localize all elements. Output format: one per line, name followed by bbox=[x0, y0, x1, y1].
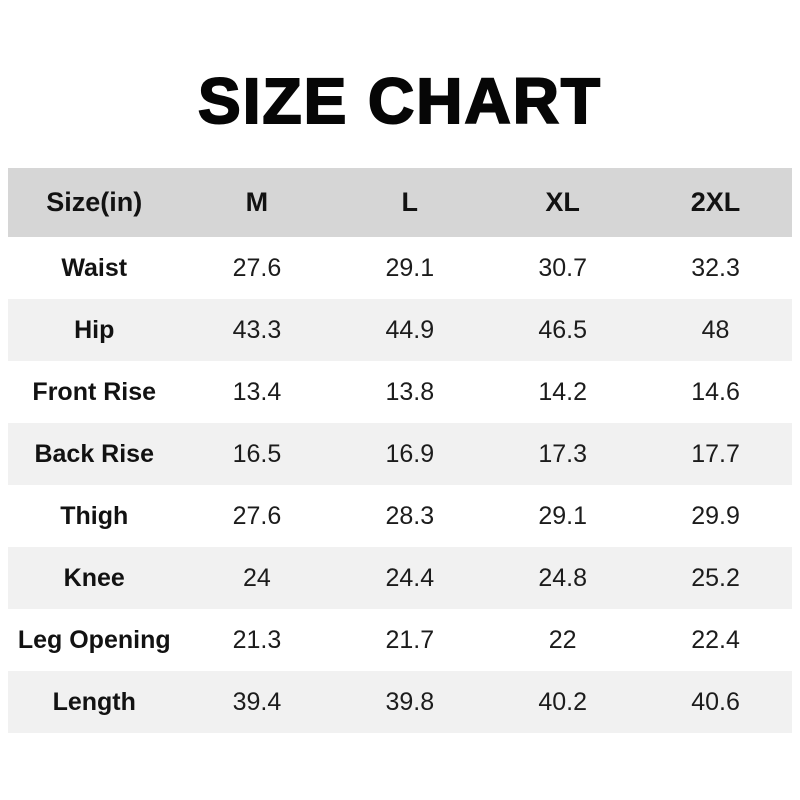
cell-value: 44.9 bbox=[385, 315, 435, 344]
cell-value: 25.2 bbox=[691, 563, 740, 592]
row-label: Front Rise bbox=[32, 377, 157, 406]
header-row: Size(in) M L XL 2XL bbox=[8, 168, 792, 238]
cell-value: 43.3 bbox=[232, 315, 282, 344]
page-title: SIZE CHART bbox=[197, 65, 602, 137]
row-label: Back Rise bbox=[34, 439, 154, 468]
cell-value: 46.5 bbox=[538, 315, 587, 344]
row-label: Thigh bbox=[60, 501, 129, 530]
cell-value: 17.7 bbox=[691, 439, 740, 468]
cell-value: 24.4 bbox=[385, 563, 435, 592]
column-header-size: Size(in) bbox=[46, 187, 143, 218]
cell-value: 22.4 bbox=[691, 625, 740, 654]
cell-value: 14.6 bbox=[691, 377, 740, 406]
row-label: Knee bbox=[63, 563, 125, 592]
table-row-back-rise: Back Rise 16.5 16.9 17.3 17.7 bbox=[8, 423, 792, 486]
cell-value: 16.5 bbox=[232, 439, 282, 468]
cell-value: 27.6 bbox=[232, 501, 282, 530]
row-label: Waist bbox=[61, 253, 128, 282]
cell-value: 21.7 bbox=[385, 625, 435, 654]
cell-value: 39.4 bbox=[232, 687, 282, 716]
cell-value: 13.8 bbox=[385, 377, 435, 406]
column-header-l: L bbox=[401, 187, 419, 218]
cell-value: 28.3 bbox=[385, 501, 435, 530]
cell-value: 29.9 bbox=[691, 501, 740, 530]
row-label: Leg Opening bbox=[17, 625, 171, 654]
cell-value: 24 bbox=[243, 563, 271, 592]
table-row-length: Length 39.4 39.8 40.2 40.6 bbox=[8, 671, 792, 734]
column-header-2xl: 2XL bbox=[690, 187, 741, 218]
size-chart-table: Size(in) M L XL 2XL Waist 27.6 29.1 30.7… bbox=[8, 168, 792, 734]
row-label: Length bbox=[52, 687, 136, 716]
cell-value: 39.8 bbox=[385, 687, 435, 716]
table-row-front-rise: Front Rise 13.4 13.8 14.2 14.6 bbox=[8, 361, 792, 424]
table-row-thigh: Thigh 27.6 28.3 29.1 29.9 bbox=[8, 485, 792, 548]
cell-value: 40.2 bbox=[538, 687, 587, 716]
cell-value: 21.3 bbox=[232, 625, 282, 654]
cell-value: 30.7 bbox=[538, 253, 587, 282]
cell-value: 29.1 bbox=[538, 501, 587, 530]
cell-value: 32.3 bbox=[691, 253, 740, 282]
table-row-knee: Knee 24 24.4 24.8 25.2 bbox=[8, 547, 792, 610]
row-label: Hip bbox=[74, 315, 115, 344]
cell-value: 29.1 bbox=[385, 253, 435, 282]
cell-value: 22 bbox=[548, 625, 577, 654]
cell-value: 40.6 bbox=[691, 687, 740, 716]
cell-value: 16.9 bbox=[385, 439, 435, 468]
cell-value: 14.2 bbox=[538, 377, 587, 406]
table-row-leg-opening: Leg Opening 21.3 21.7 22 22.4 bbox=[8, 609, 792, 672]
cell-value: 27.6 bbox=[232, 253, 282, 282]
cell-value: 17.3 bbox=[538, 439, 587, 468]
table-row-waist: Waist 27.6 29.1 30.7 32.3 bbox=[8, 237, 792, 300]
cell-value: 13.4 bbox=[232, 377, 282, 406]
column-header-m: M bbox=[245, 187, 269, 218]
column-header-xl: XL bbox=[545, 187, 580, 218]
table-row-hip: Hip 43.3 44.9 46.5 48 bbox=[8, 299, 792, 362]
cell-value: 48 bbox=[701, 315, 730, 344]
cell-value: 24.8 bbox=[538, 563, 587, 592]
